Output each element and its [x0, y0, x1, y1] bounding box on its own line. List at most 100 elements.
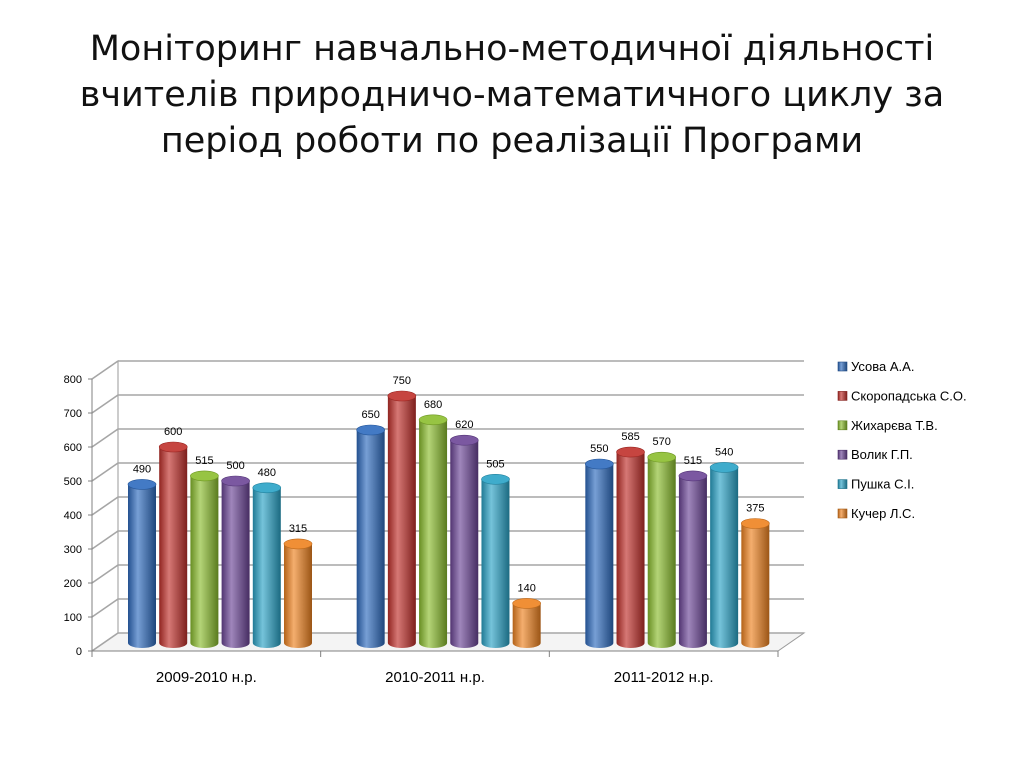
- data-label: 480: [258, 467, 276, 479]
- bar-top: [283, 538, 313, 550]
- data-label: 375: [746, 503, 764, 515]
- bar-top: [418, 414, 448, 426]
- y-tick-label: 100: [64, 612, 82, 624]
- bar-top: [741, 518, 770, 529]
- bar-body: [585, 464, 614, 648]
- data-label: 550: [590, 443, 608, 455]
- legend-label: Усова А.А.: [851, 359, 914, 374]
- data-label: 600: [164, 426, 182, 438]
- gridline-depth: [91, 462, 119, 482]
- bar-body: [741, 523, 770, 648]
- data-label: 570: [653, 436, 671, 448]
- legend-item: Скоропадська С.О.: [837, 388, 967, 403]
- y-tick-label: 800: [64, 374, 82, 386]
- bar-body: [284, 543, 312, 648]
- legend-swatch: [837, 479, 848, 489]
- bar: [616, 446, 645, 648]
- title-line: період роботи по реалізації Програми: [160, 121, 864, 161]
- gridline-depth: [91, 360, 119, 380]
- data-label: 585: [621, 431, 639, 443]
- legend-swatch: [837, 420, 848, 431]
- bar-body: [190, 475, 219, 648]
- bar-body: [159, 447, 188, 648]
- gridline-depth: [91, 632, 119, 652]
- bar-top: [158, 441, 188, 453]
- bar-top: [647, 451, 677, 463]
- y-tick-label: 600: [64, 442, 82, 454]
- y-tick-label: 400: [64, 510, 82, 522]
- bar-body: [387, 396, 416, 648]
- bar-body: [128, 484, 156, 648]
- data-label: 490: [133, 463, 151, 475]
- legend-label: Кучер Л.С.: [851, 506, 915, 521]
- data-label: 620: [455, 419, 473, 431]
- data-label: 515: [684, 455, 702, 467]
- y-tick-label: 700: [64, 408, 82, 420]
- bar-top: [678, 470, 708, 482]
- bar-body: [710, 467, 739, 648]
- bar-body: [647, 457, 676, 648]
- legend-swatch: [837, 508, 848, 519]
- bar-body: [221, 481, 250, 648]
- bar: [512, 598, 541, 648]
- legend-label: Скоропадська С.О.: [851, 388, 967, 403]
- bar-body: [356, 430, 385, 648]
- bar: [190, 470, 219, 648]
- x-tick-label: 2009-2010 н.р.: [156, 669, 257, 686]
- bar: [387, 390, 417, 648]
- bar-top: [190, 470, 219, 482]
- legend-swatch: [837, 449, 848, 460]
- y-tick-label: 500: [64, 476, 82, 488]
- legend-item: Пушка С.І.: [837, 477, 914, 492]
- bar: [741, 518, 770, 648]
- y-tick-label: 200: [64, 578, 82, 590]
- bar-top: [616, 446, 645, 458]
- legend-item: Жихарєва Т.В.: [837, 418, 938, 433]
- data-label: 750: [393, 375, 411, 387]
- bar: [283, 538, 313, 648]
- legend: Усова А.А. Скоропадська С.О. Жихарєва Т.В.…: [837, 359, 967, 521]
- gridline-depth: [91, 598, 119, 618]
- data-label: 505: [486, 458, 504, 470]
- title-line: Моніторинг навчально-методичної діяльнос…: [89, 29, 935, 69]
- bar: [158, 441, 188, 648]
- bar-body: [616, 452, 645, 648]
- legend-item: Усова А.А.: [837, 359, 914, 374]
- bar-top: [709, 462, 739, 473]
- x-tick-label: 2011-2012 н.р.: [614, 669, 714, 686]
- data-labels: 490 600 515 500 480 315 650 750 680 620 505 140 550 5…: [133, 375, 765, 594]
- bar-top: [512, 598, 541, 609]
- bar-body: [678, 475, 707, 648]
- bars: [127, 390, 770, 648]
- legend-label: Волик Г.П.: [851, 447, 913, 462]
- bar: [252, 482, 282, 648]
- title-line: вчителів природничо-математичного циклу …: [79, 75, 945, 115]
- bar-top: [449, 434, 479, 446]
- y-tick-label: 0: [76, 646, 82, 658]
- gridline-depth: [91, 496, 119, 516]
- x-tick-label: 2010-2011 н.р.: [385, 669, 485, 686]
- data-label: 140: [517, 582, 535, 594]
- legend-swatch: [837, 391, 848, 401]
- gridline-depth: [91, 564, 119, 584]
- bar: [481, 473, 510, 648]
- bar: [449, 434, 479, 648]
- data-label: 540: [715, 446, 733, 458]
- x-axis: 2009-2010 н.р. 2010-2011 н.р. 2011-2012 н.…: [91, 650, 779, 686]
- bar: [585, 458, 614, 648]
- y-tick-label: 300: [64, 544, 82, 556]
- bar: [127, 479, 157, 648]
- bar-body: [419, 419, 448, 648]
- bar-body: [252, 487, 281, 648]
- gridline-depth: [91, 428, 119, 448]
- bar-top: [127, 479, 157, 490]
- bar-top: [585, 458, 614, 470]
- data-label: 315: [289, 523, 307, 535]
- bar-top: [356, 424, 385, 436]
- bar-top: [481, 473, 510, 485]
- data-label: 650: [361, 409, 379, 421]
- y-axis: 0 100 200 300 400 500 600 700 800: [64, 374, 93, 658]
- data-label: 515: [195, 455, 213, 467]
- legend-item: Волик Г.П.: [837, 447, 913, 462]
